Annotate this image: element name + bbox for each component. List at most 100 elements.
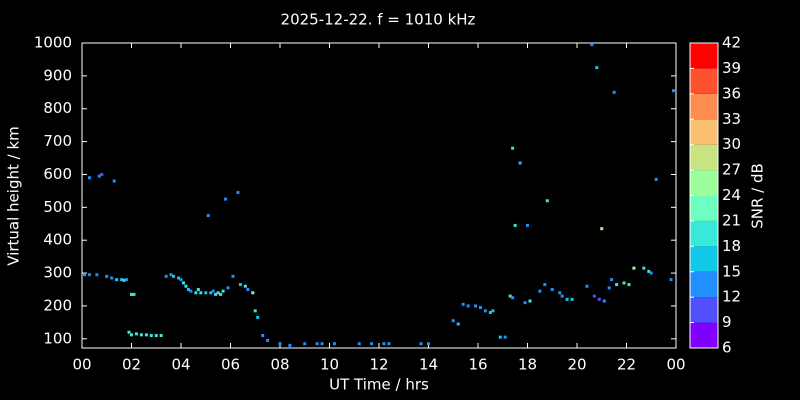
point [595,66,599,70]
colorbar-band [690,322,718,348]
colorbar-band [690,68,718,94]
point [466,304,470,308]
point [149,334,153,338]
point [357,342,361,346]
point [649,271,653,275]
x-tick-label: 22 [617,356,636,374]
point [164,274,168,278]
point [370,342,374,346]
point [159,334,163,338]
colorbar-band [690,144,718,171]
point [498,335,502,339]
colorbar-tick-label: 18 [722,237,741,255]
y-tick-label: 200 [43,296,72,314]
point [196,287,200,291]
point [461,302,465,306]
point [543,283,547,287]
point [238,283,242,287]
colorbar-tick-label: 21 [722,211,741,229]
chart-title: 2025-12-22. f = 1010 kHz [281,11,476,29]
x-tick-label: 16 [468,356,487,374]
point [288,343,292,347]
colorbar-band [690,220,718,247]
x-tick-label: 06 [221,356,240,374]
point [154,334,158,338]
point [172,274,176,278]
point [478,306,482,310]
point [672,89,676,93]
colorbar-tick-label: 33 [722,110,741,128]
point [251,291,255,295]
point [602,299,606,303]
point [186,287,190,291]
colorbar-band [690,271,718,298]
point [627,283,631,287]
point [169,273,173,277]
point [214,292,218,296]
colorbar-tick-label: 12 [722,288,741,306]
x-tick-label: 00 [72,356,91,374]
point [87,273,91,277]
point [266,338,270,342]
x-tick-label: 02 [122,356,141,374]
y-tick-label: 300 [43,264,72,282]
point [518,161,522,165]
point [528,299,532,303]
point [513,223,517,227]
colorbar-tick-label: 36 [722,84,741,102]
point [112,179,116,183]
point [503,335,507,339]
point [647,269,651,273]
point [590,43,594,47]
colorbar-band [690,297,718,323]
point [632,266,636,270]
point [545,199,549,203]
y-tick-label: 500 [43,198,72,216]
colorbar-tick-label: 30 [722,135,741,153]
x-tick-label: 18 [518,356,537,374]
x-axis-label: UT Time / hrs [329,376,429,394]
point [125,278,129,282]
point [483,309,487,313]
point [320,342,324,346]
point [199,291,203,295]
x-tick-label: 10 [320,356,339,374]
x-tick-label: 12 [369,356,388,374]
point [315,342,319,346]
colorbar-band [690,195,718,221]
point [261,334,265,338]
x-tick-label: 08 [270,356,289,374]
colorbar-band [690,246,718,272]
point [231,274,235,278]
point [382,342,386,346]
point [246,287,250,291]
colorbar-tick-label: 24 [722,186,741,204]
point [488,311,492,315]
point [243,284,247,288]
colorbar-tick-label: 6 [722,339,732,357]
point [120,278,124,282]
y-tick-label: 100 [43,329,72,347]
point [209,291,213,295]
colorbar-tick-label: 39 [722,59,741,77]
point [226,286,230,290]
point [122,278,126,282]
point [474,304,478,308]
point [206,214,210,218]
point [610,278,614,282]
point [224,197,228,201]
point [95,273,99,277]
y-tick-label: 600 [43,165,72,183]
colorbar-band [690,170,718,196]
point [211,289,215,293]
point [194,291,198,295]
point [130,333,133,337]
y-tick-label: 1000 [34,34,72,52]
y-tick-label: 800 [43,99,72,117]
point [585,284,589,288]
point [100,172,104,176]
colorbar-label: SNR / dB [749,163,767,229]
point [303,342,307,346]
point [97,174,101,178]
y-tick-label: 700 [43,132,72,150]
